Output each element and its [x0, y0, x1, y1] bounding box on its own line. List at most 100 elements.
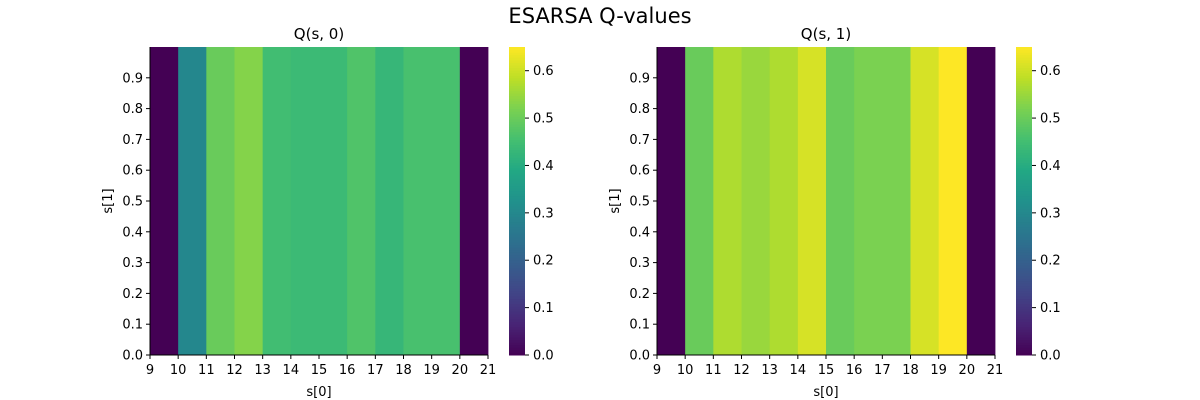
colorbar-segment: [509, 301, 525, 305]
colorbar-segment: [509, 106, 525, 110]
colorbar-segment: [1016, 108, 1032, 112]
colorbar-segment: [1016, 334, 1032, 338]
colorbar-segment: [509, 342, 525, 346]
colorbar-segment: [1016, 329, 1032, 333]
y-tick-label: 0.1: [122, 318, 143, 333]
colorbar-tick-label: 0.6: [533, 64, 554, 79]
colorbar-tick-label: 0.1: [1040, 301, 1061, 316]
colorbar-segment: [509, 154, 525, 158]
y-tick-label: 0.9: [629, 71, 650, 86]
colorbar-segment: [1016, 285, 1032, 289]
colorbar-segment: [1016, 85, 1032, 89]
colorbar-segment: [509, 193, 525, 197]
x-axis-label: s[0]: [813, 385, 838, 400]
heatmap-panel-1: 9 10 11 12 13 14 15 16 17 18 19 20 21 0.0 0.1 0.2 0.3 0.4…: [608, 25, 1061, 400]
x-tick-label: 21: [480, 363, 497, 378]
colorbar-segment: [1016, 344, 1032, 348]
colorbar-segment: [1016, 316, 1032, 320]
colorbar-segment: [509, 100, 525, 104]
y-tick-label: 0.8: [122, 102, 143, 117]
panel-title: Q(s, 0): [294, 25, 344, 43]
colorbar-segment: [509, 152, 525, 156]
colorbar-segment: [1016, 247, 1032, 251]
colorbar-segment: [1016, 201, 1032, 205]
colorbar-segment: [509, 147, 525, 151]
x-tick-label: 9: [146, 363, 154, 378]
colorbar-segment: [1016, 139, 1032, 143]
colorbar-tick-label: 0.2: [533, 254, 554, 269]
y-tick-label: 0.9: [122, 71, 143, 86]
colorbar-segment: [509, 195, 525, 199]
heatmap-cell: [769, 47, 799, 355]
colorbar-segment: [509, 88, 525, 92]
colorbar-segment: [1016, 103, 1032, 107]
colorbar-segment: [509, 278, 525, 282]
colorbar-segment: [1016, 183, 1032, 187]
x-tick-label: 13: [254, 363, 271, 378]
colorbar-segment: [1016, 295, 1032, 300]
panel-title: Q(s, 1): [801, 25, 851, 43]
colorbar-segment: [509, 190, 525, 194]
x-axis-label: s[0]: [306, 385, 331, 400]
colorbar-segment: [1016, 244, 1032, 248]
colorbar-segment: [1016, 308, 1032, 312]
colorbar-segment: [1016, 252, 1032, 256]
figure-title: ESARSA Q-values: [508, 4, 691, 28]
colorbar-segment: [509, 211, 525, 215]
colorbar-segment: [509, 229, 525, 233]
colorbar-segment: [1016, 159, 1032, 163]
y-tick-label: 0.3: [122, 256, 143, 271]
x-tick-label: 11: [705, 363, 722, 378]
colorbar-segment: [1016, 283, 1032, 287]
heatmap-cell: [910, 47, 940, 355]
colorbar-segment: [1016, 239, 1032, 243]
x-tick-label: 21: [987, 363, 1004, 378]
colorbar-segment: [1016, 70, 1032, 74]
heatmap-cell: [854, 47, 883, 355]
colorbar-segment: [509, 221, 525, 225]
x-tick-label: 18: [395, 363, 412, 378]
x-tick-label: 17: [367, 363, 384, 378]
colorbar-segment: [1016, 88, 1032, 92]
y-tick-label: 0.1: [629, 318, 650, 333]
colorbar-segment: [1016, 149, 1032, 153]
colorbar-segment: [1016, 260, 1032, 264]
colorbar-segment: [509, 116, 525, 120]
x-tick-label: 19: [423, 363, 440, 378]
colorbar-segment: [509, 254, 525, 258]
colorbar-segment: [509, 57, 525, 61]
heatmap-cell: [319, 47, 348, 355]
colorbar-segment: [1016, 203, 1032, 207]
colorbar-segment: [509, 349, 525, 353]
colorbar-segment: [509, 93, 525, 97]
colorbar-segment: [1016, 185, 1032, 189]
colorbar-segment: [1016, 157, 1032, 161]
colorbar-segment: [1016, 154, 1032, 158]
colorbar-segment: [509, 283, 525, 287]
colorbar-segment: [1016, 95, 1032, 99]
colorbar-segment: [509, 224, 525, 228]
x-tick-label: 19: [930, 363, 947, 378]
colorbar-segment: [509, 203, 525, 207]
colorbar-segment: [509, 295, 525, 300]
colorbar-segment: [509, 54, 525, 58]
heatmap-cell: [178, 47, 207, 355]
y-tick-label: 0.2: [122, 287, 143, 302]
colorbar-segment: [1016, 116, 1032, 120]
colorbar-segment: [509, 313, 525, 317]
colorbar-segment: [509, 216, 525, 220]
colorbar-segment: [1016, 167, 1032, 171]
heatmap-cell: [938, 47, 968, 355]
colorbar-segment: [1016, 188, 1032, 192]
colorbar-segment: [509, 265, 525, 269]
colorbar-segment: [1016, 290, 1032, 294]
colorbar-segment: [1016, 236, 1032, 240]
colorbar-segment: [509, 293, 525, 297]
colorbar-segment: [509, 272, 525, 276]
x-tick-label: 14: [283, 363, 300, 378]
colorbar-segment: [509, 298, 525, 302]
colorbar-segment: [509, 326, 525, 330]
colorbar-segment: [509, 331, 525, 335]
colorbar-tick-label: 0.3: [533, 206, 554, 221]
y-tick-label: 0.3: [629, 256, 650, 271]
